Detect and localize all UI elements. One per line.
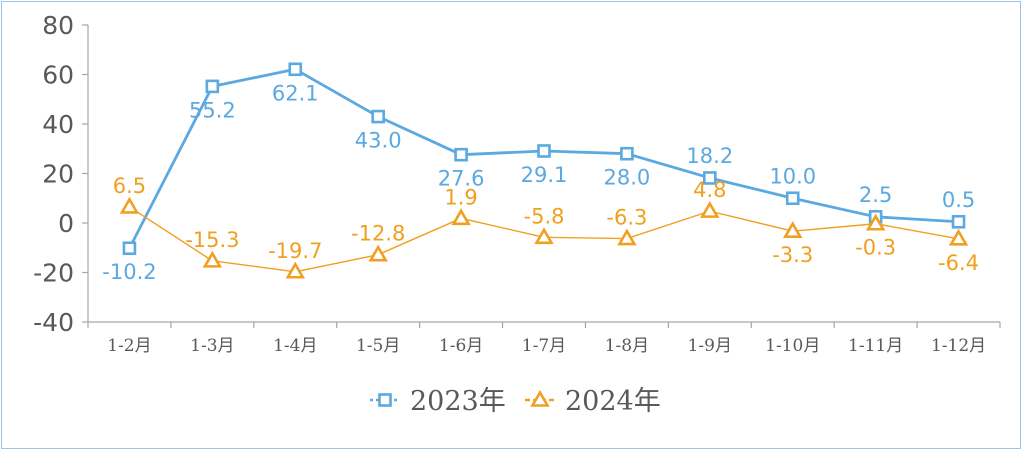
y-tick-label: -40 <box>33 308 74 337</box>
y-tick-label: 40 <box>42 110 74 139</box>
data-label: -19.7 <box>268 239 322 263</box>
data-label: 4.8 <box>693 178 726 202</box>
data-point-marker <box>782 221 803 238</box>
x-tick-label: 1-7月 <box>522 336 566 356</box>
data-label: -5.8 <box>524 204 565 228</box>
data-point-marker <box>534 227 554 245</box>
x-tick-label: 1-5月 <box>356 336 400 356</box>
data-point-marker <box>951 214 966 229</box>
data-point-marker <box>703 171 717 185</box>
x-tick-label: 1-3月 <box>190 336 234 356</box>
data-label: -0.3 <box>855 236 896 260</box>
data-label: 62.1 <box>272 81 319 105</box>
data-point-marker <box>451 208 471 226</box>
data-label: 55.2 <box>189 98 236 122</box>
data-label: 2.5 <box>859 183 892 207</box>
data-label: 0.5 <box>942 188 975 212</box>
data-label: -12.8 <box>351 222 405 246</box>
x-tick-label: 1-4月 <box>273 336 317 356</box>
data-point-marker <box>865 213 886 231</box>
data-label: 29.1 <box>521 163 568 187</box>
legend-marker <box>378 393 392 407</box>
y-tick-label: -20 <box>33 259 74 288</box>
data-label: -15.3 <box>185 228 239 252</box>
x-tick-label: 1-2月 <box>107 336 151 356</box>
data-point-marker <box>285 261 306 279</box>
data-point-marker <box>371 109 385 124</box>
data-label: -6.4 <box>938 251 979 275</box>
data-point-marker <box>205 79 220 94</box>
legend-label: 2023年 <box>410 386 506 417</box>
data-point-marker <box>454 147 468 162</box>
data-point-marker <box>122 241 137 256</box>
data-point-marker <box>288 62 303 77</box>
x-tick-label: 1-6月 <box>439 336 483 356</box>
legend: 2023年 2024年 <box>370 386 661 417</box>
legend-label: 2024年 <box>565 386 661 417</box>
data-point-marker <box>948 228 969 246</box>
y-tick-label: 60 <box>42 61 74 90</box>
data-point-marker <box>620 146 634 161</box>
x-tick-label: 1-9月 <box>688 336 732 356</box>
data-label: -6.3 <box>606 206 647 230</box>
x-tick-label: 1-12月 <box>931 336 986 356</box>
data-label: 18.2 <box>686 144 733 168</box>
data-label: 10.0 <box>769 164 816 188</box>
data-point-marker <box>700 201 720 218</box>
y-tick-label: 0 <box>58 209 74 238</box>
x-tick-label: 1-10月 <box>765 336 820 356</box>
data-point-marker <box>119 196 140 214</box>
data-point-marker <box>785 191 800 206</box>
axes: 80 60 40 20 0 -20 -40 1-2月 1-3月 1-4月 1-5月 1-6月 1-7月 1… <box>33 11 1001 356</box>
data-label: 27.6 <box>438 167 485 191</box>
y-tick-label: 20 <box>42 160 74 189</box>
data-labels: -10.2 55.2 62.1 43.0 27.6 29.1 28.0 18.2 10.0 2.5… <box>102 81 979 284</box>
data-point-marker <box>537 144 551 158</box>
x-tick-label: 1-8月 <box>605 336 649 356</box>
data-point-marker <box>617 228 637 246</box>
data-label: 6.5 <box>113 174 146 198</box>
x-tick-label: 1-11月 <box>848 336 903 356</box>
data-point-marker <box>368 244 388 262</box>
data-label: -10.2 <box>102 260 156 284</box>
data-label: 43.0 <box>355 129 402 153</box>
series-layer <box>119 62 969 279</box>
data-label: -3.3 <box>772 243 813 267</box>
data-point-marker <box>202 250 223 268</box>
data-label: 28.0 <box>604 166 651 190</box>
data-label: 1.9 <box>444 185 477 209</box>
legend-marker <box>530 389 550 407</box>
y-tick-label: 80 <box>42 11 74 40</box>
